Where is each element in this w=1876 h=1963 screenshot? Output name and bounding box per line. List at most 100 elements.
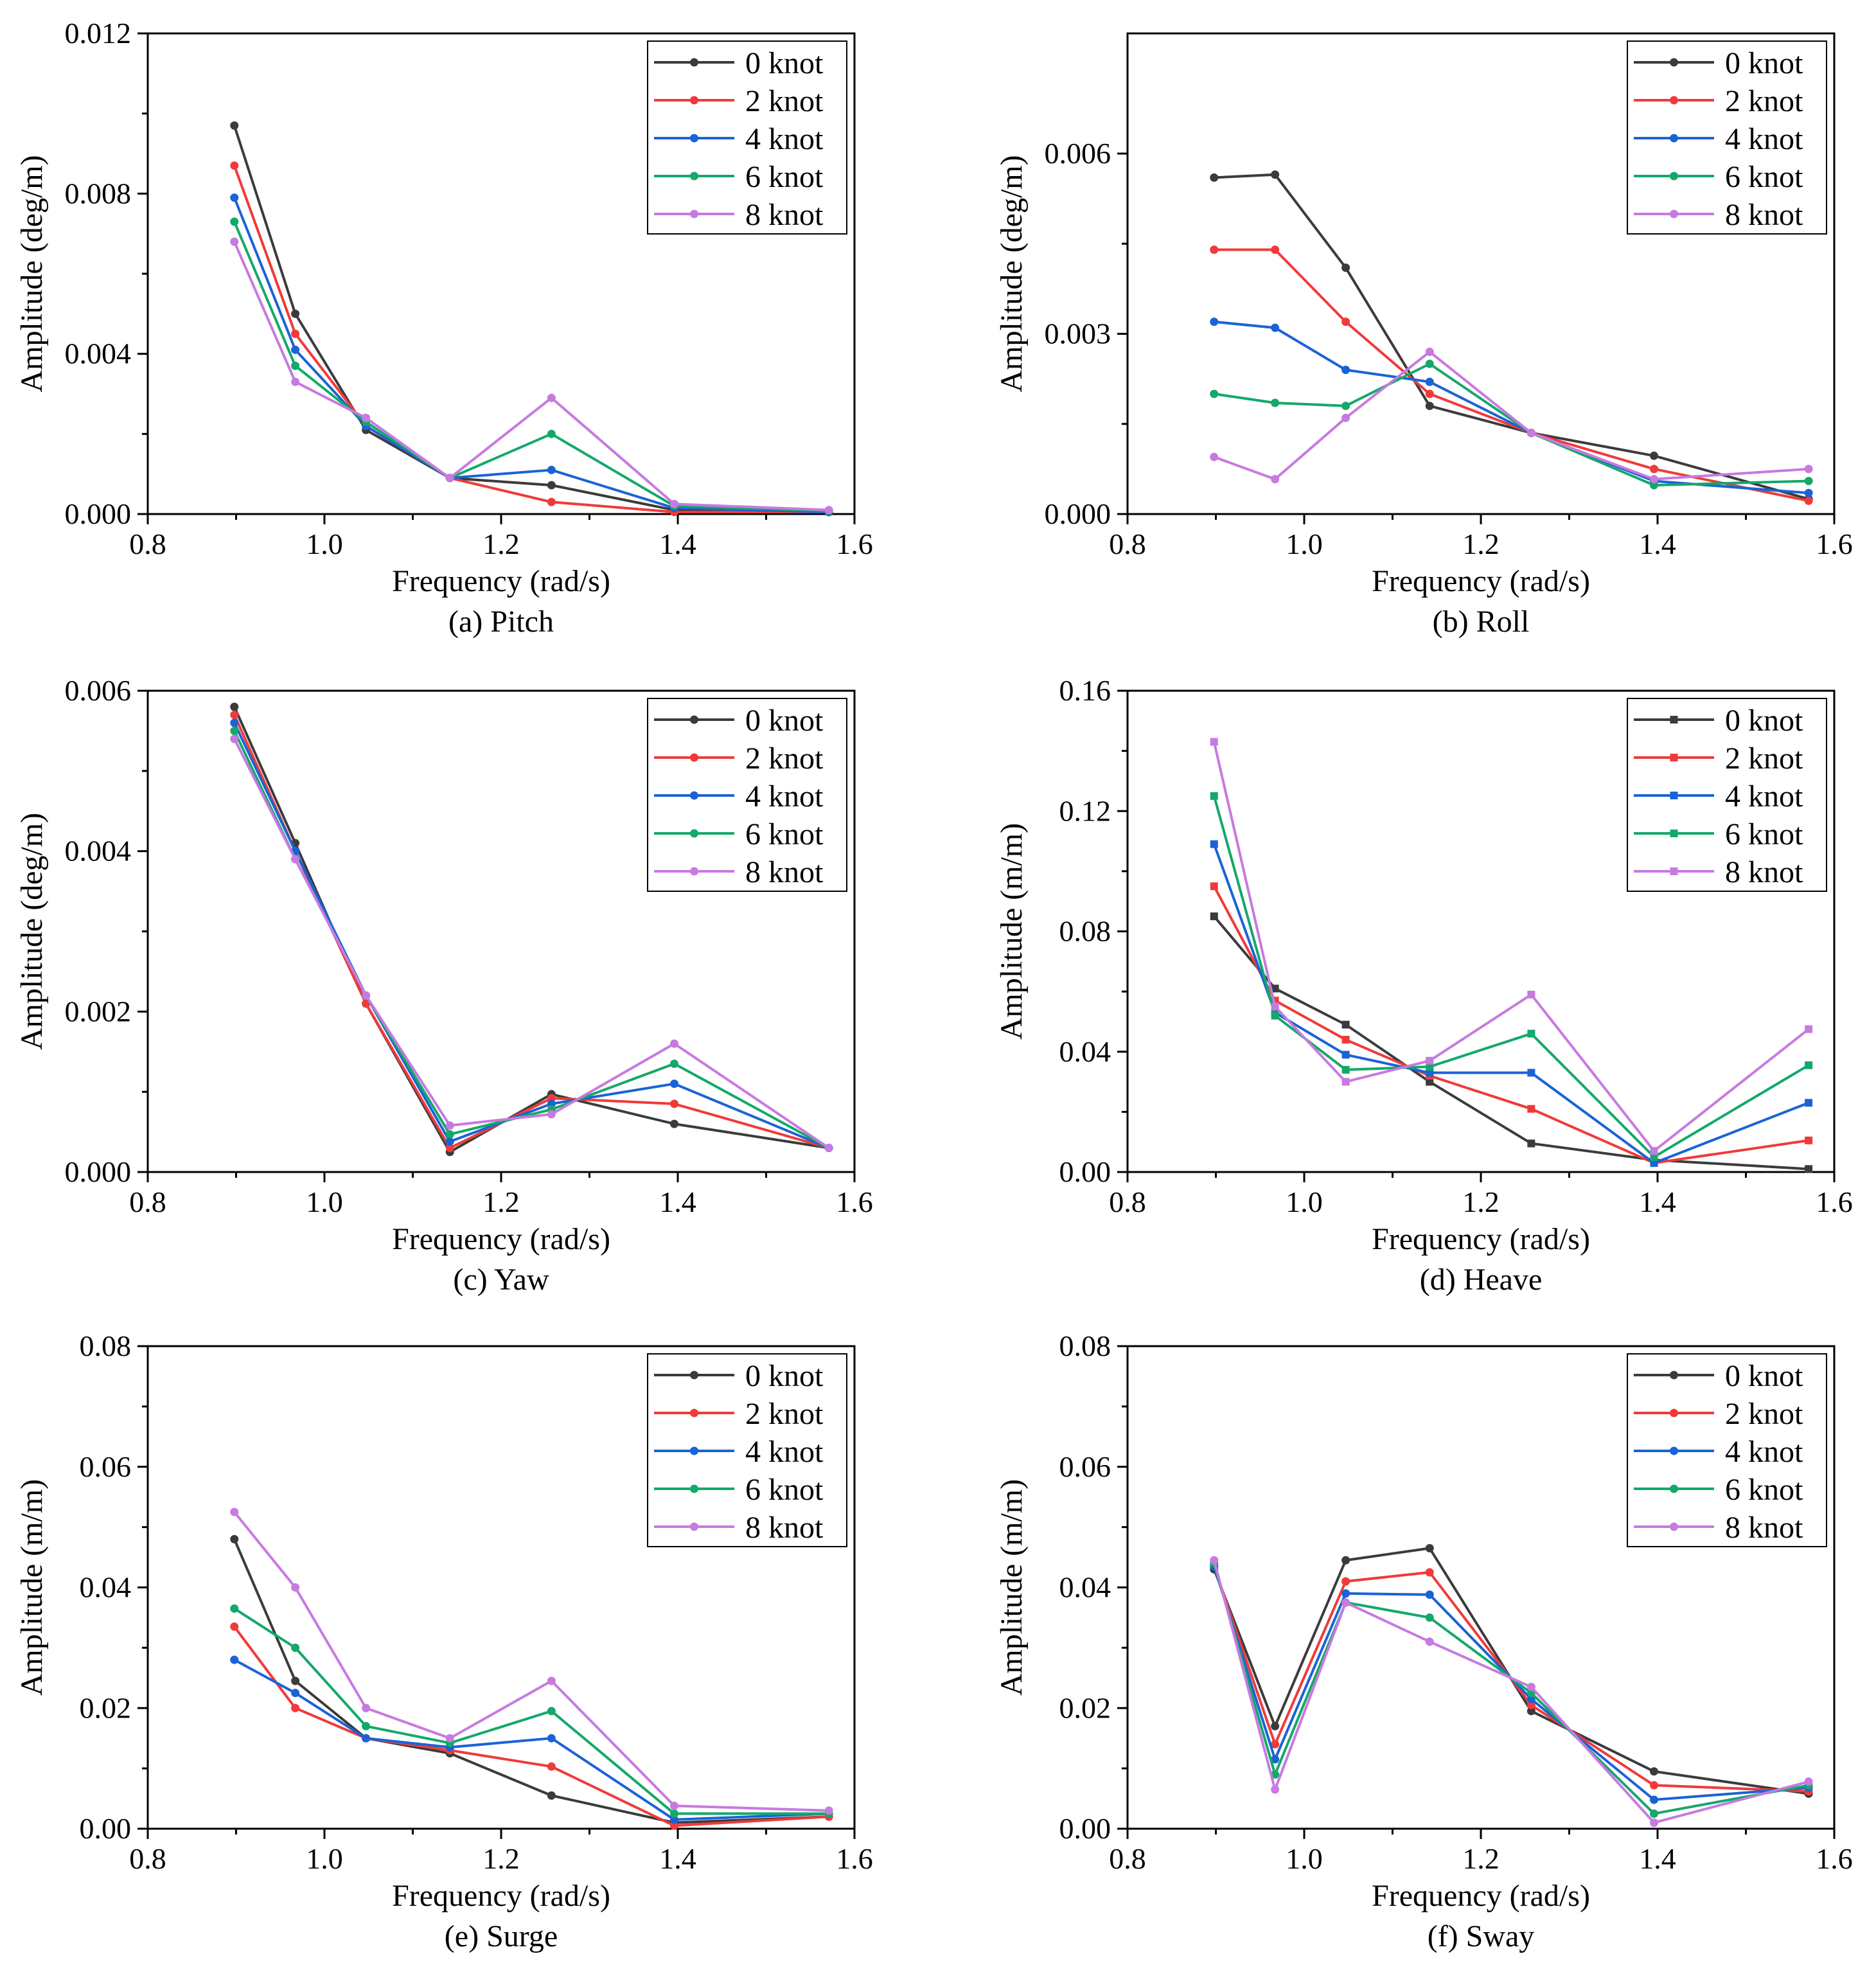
- data-point: [547, 1762, 556, 1771]
- data-point: [1650, 465, 1658, 474]
- legend-entry: 4 knot: [1725, 779, 1803, 813]
- data-point: [670, 1821, 678, 1830]
- x-tick-label: 1.2: [1462, 1186, 1500, 1218]
- data-point: [1341, 1577, 1350, 1586]
- legend-entry: 6 knot: [745, 817, 824, 851]
- data-point: [1271, 1011, 1279, 1020]
- data-point: [1425, 1613, 1434, 1622]
- series-0-knot: [1210, 1543, 1813, 1799]
- data-point: [1341, 1020, 1350, 1029]
- data-point: [291, 361, 300, 370]
- data-point: [291, 1583, 300, 1592]
- y-tick-label: 0.003: [1045, 317, 1111, 350]
- y-tick-label: 0.16: [1059, 674, 1111, 707]
- data-point: [1210, 173, 1219, 182]
- legend-swatch-marker: [690, 715, 698, 724]
- data-point: [1805, 1099, 1813, 1107]
- data-point: [1650, 475, 1658, 484]
- data-point: [670, 1059, 678, 1068]
- data-point: [1650, 1809, 1658, 1818]
- data-point: [547, 393, 556, 402]
- data-point: [1650, 481, 1658, 490]
- x-tick-label: 1.4: [1639, 528, 1676, 560]
- panel-caption: (b) Roll: [1433, 605, 1530, 639]
- data-point: [230, 161, 239, 170]
- data-point: [670, 499, 678, 508]
- data-point: [1341, 1051, 1350, 1059]
- series-line: [1212, 1566, 1809, 1801]
- data-point: [1426, 1069, 1434, 1077]
- data-point: [1271, 1755, 1280, 1764]
- series-8-knot: [1210, 1556, 1813, 1827]
- x-tick-label: 1.0: [306, 528, 343, 560]
- legend-entry: 0 knot: [745, 1359, 824, 1393]
- data-point: [1425, 1568, 1434, 1577]
- data-point: [1210, 245, 1219, 254]
- data-point: [445, 1734, 454, 1743]
- data-point: [230, 217, 239, 226]
- y-axis-label: Amplitude (deg/m): [15, 155, 49, 392]
- legend-swatch-marker: [690, 1408, 698, 1417]
- series-8-knot: [230, 1507, 833, 1815]
- legend-swatch-marker: [1670, 1371, 1678, 1380]
- data-point: [670, 1099, 678, 1108]
- legend-entry: 8 knot: [745, 198, 824, 232]
- data-point: [1526, 429, 1535, 438]
- data-point: [1526, 1682, 1535, 1691]
- data-point: [1271, 1721, 1280, 1730]
- legend-swatch-marker: [690, 1446, 698, 1455]
- series-2-knot: [1210, 882, 1813, 1167]
- legend-swatch-marker: [690, 829, 698, 838]
- data-point: [1341, 1065, 1350, 1074]
- series-line: [1212, 1547, 1809, 1795]
- x-tick-label: 1.0: [306, 1186, 343, 1218]
- y-tick-label: 0.08: [1059, 915, 1111, 948]
- x-axis-label: Frequency (rad/s): [1372, 564, 1590, 598]
- series-line: [233, 1511, 829, 1812]
- panel-yaw: 0.8 1.0 1.2 1.4 1.6 0.000 0.002 0.004 0.006 Frequ…: [15, 674, 873, 1297]
- y-axis-label: Amplitude (deg/m): [995, 155, 1029, 392]
- x-tick-label: 0.8: [1109, 1186, 1146, 1218]
- legend-entry: 0 knot: [1725, 46, 1803, 80]
- legend-entry: 2 knot: [745, 84, 824, 118]
- legend-entry: 8 knot: [745, 1511, 824, 1545]
- data-point: [1650, 1159, 1658, 1167]
- data-point: [1341, 1598, 1350, 1607]
- panel-pitch: 0.8 1.0 1.2 1.4 1.6 0.000 0.004 0.008 0.012 Frequ…: [15, 17, 873, 639]
- data-point: [1210, 1556, 1219, 1565]
- series-8-knot: [230, 734, 833, 1153]
- data-point: [1425, 402, 1434, 411]
- data-point: [1271, 1740, 1280, 1749]
- series-line: [1214, 248, 1809, 502]
- x-axis-label: Frequency (rad/s): [1372, 1222, 1590, 1256]
- data-point: [547, 429, 556, 438]
- x-tick-label: 1.4: [659, 528, 696, 560]
- legend-swatch-marker: [1670, 1446, 1678, 1455]
- data-point: [230, 710, 239, 719]
- legend-entry: 2 knot: [745, 742, 824, 776]
- y-tick-label: 0.008: [65, 177, 132, 209]
- data-point: [1341, 366, 1350, 375]
- data-point: [291, 1703, 300, 1712]
- y-tick-label: 0.00: [1059, 1812, 1111, 1845]
- legend-swatch-marker: [690, 209, 698, 218]
- data-point: [230, 237, 239, 246]
- data-point: [1271, 398, 1280, 407]
- data-point: [1805, 1061, 1813, 1069]
- data-point: [1210, 840, 1218, 848]
- legend-swatch-marker: [1670, 792, 1678, 799]
- data-point: [1210, 389, 1219, 398]
- data-point: [1425, 348, 1434, 357]
- legend-swatch-marker: [690, 1522, 698, 1531]
- data-point: [1425, 1637, 1434, 1646]
- panel-sway: 0.8 1.0 1.2 1.4 1.6 0.00 0.02 0.04 0.06 0.08 Frequ…: [995, 1329, 1853, 1953]
- data-point: [1210, 317, 1219, 326]
- legend-entry: 6 knot: [1725, 1473, 1803, 1507]
- data-point: [230, 718, 239, 727]
- x-tick-label: 0.8: [1109, 1842, 1146, 1875]
- y-axis-label: Amplitude (m/m): [995, 823, 1029, 1040]
- series-4-knot: [1210, 317, 1813, 497]
- legend-entry: 0 knot: [745, 704, 824, 738]
